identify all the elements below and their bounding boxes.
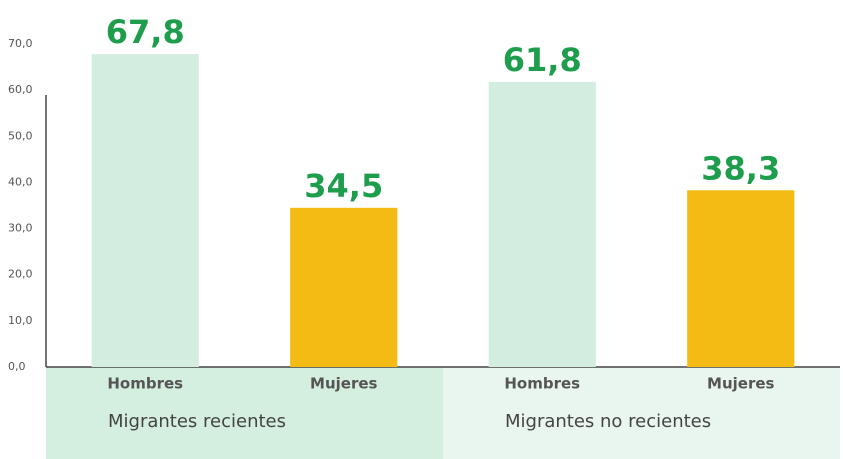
y-tick-label: 10,0	[8, 314, 33, 327]
bar	[290, 207, 398, 367]
group-band	[443, 367, 840, 459]
x-tick-label: Hombres	[504, 375, 580, 393]
bar	[687, 190, 795, 367]
y-tick-label: 50,0	[8, 129, 33, 142]
value-label: 61,8	[503, 41, 582, 79]
y-tick-label: 20,0	[8, 268, 33, 281]
x-tick-label: Hombres	[107, 375, 183, 393]
group-band	[46, 367, 443, 459]
group-label: Migrantes no recientes	[505, 411, 711, 432]
x-tick-label: Mujeres	[310, 375, 377, 393]
y-tick-label: 0,0	[8, 360, 26, 373]
y-tick-label: 40,0	[8, 175, 33, 188]
value-label: 34,5	[304, 167, 383, 205]
group-label: Migrantes recientes	[108, 411, 286, 432]
y-tick-label: 60,0	[8, 83, 33, 96]
y-tick-label: 30,0	[8, 222, 33, 235]
value-label: 67,8	[106, 13, 185, 51]
value-label: 38,3	[701, 149, 780, 187]
bar	[91, 54, 199, 367]
y-tick-label: 70,0	[8, 37, 33, 50]
bar	[488, 81, 596, 367]
x-tick-label: Mujeres	[707, 375, 774, 393]
